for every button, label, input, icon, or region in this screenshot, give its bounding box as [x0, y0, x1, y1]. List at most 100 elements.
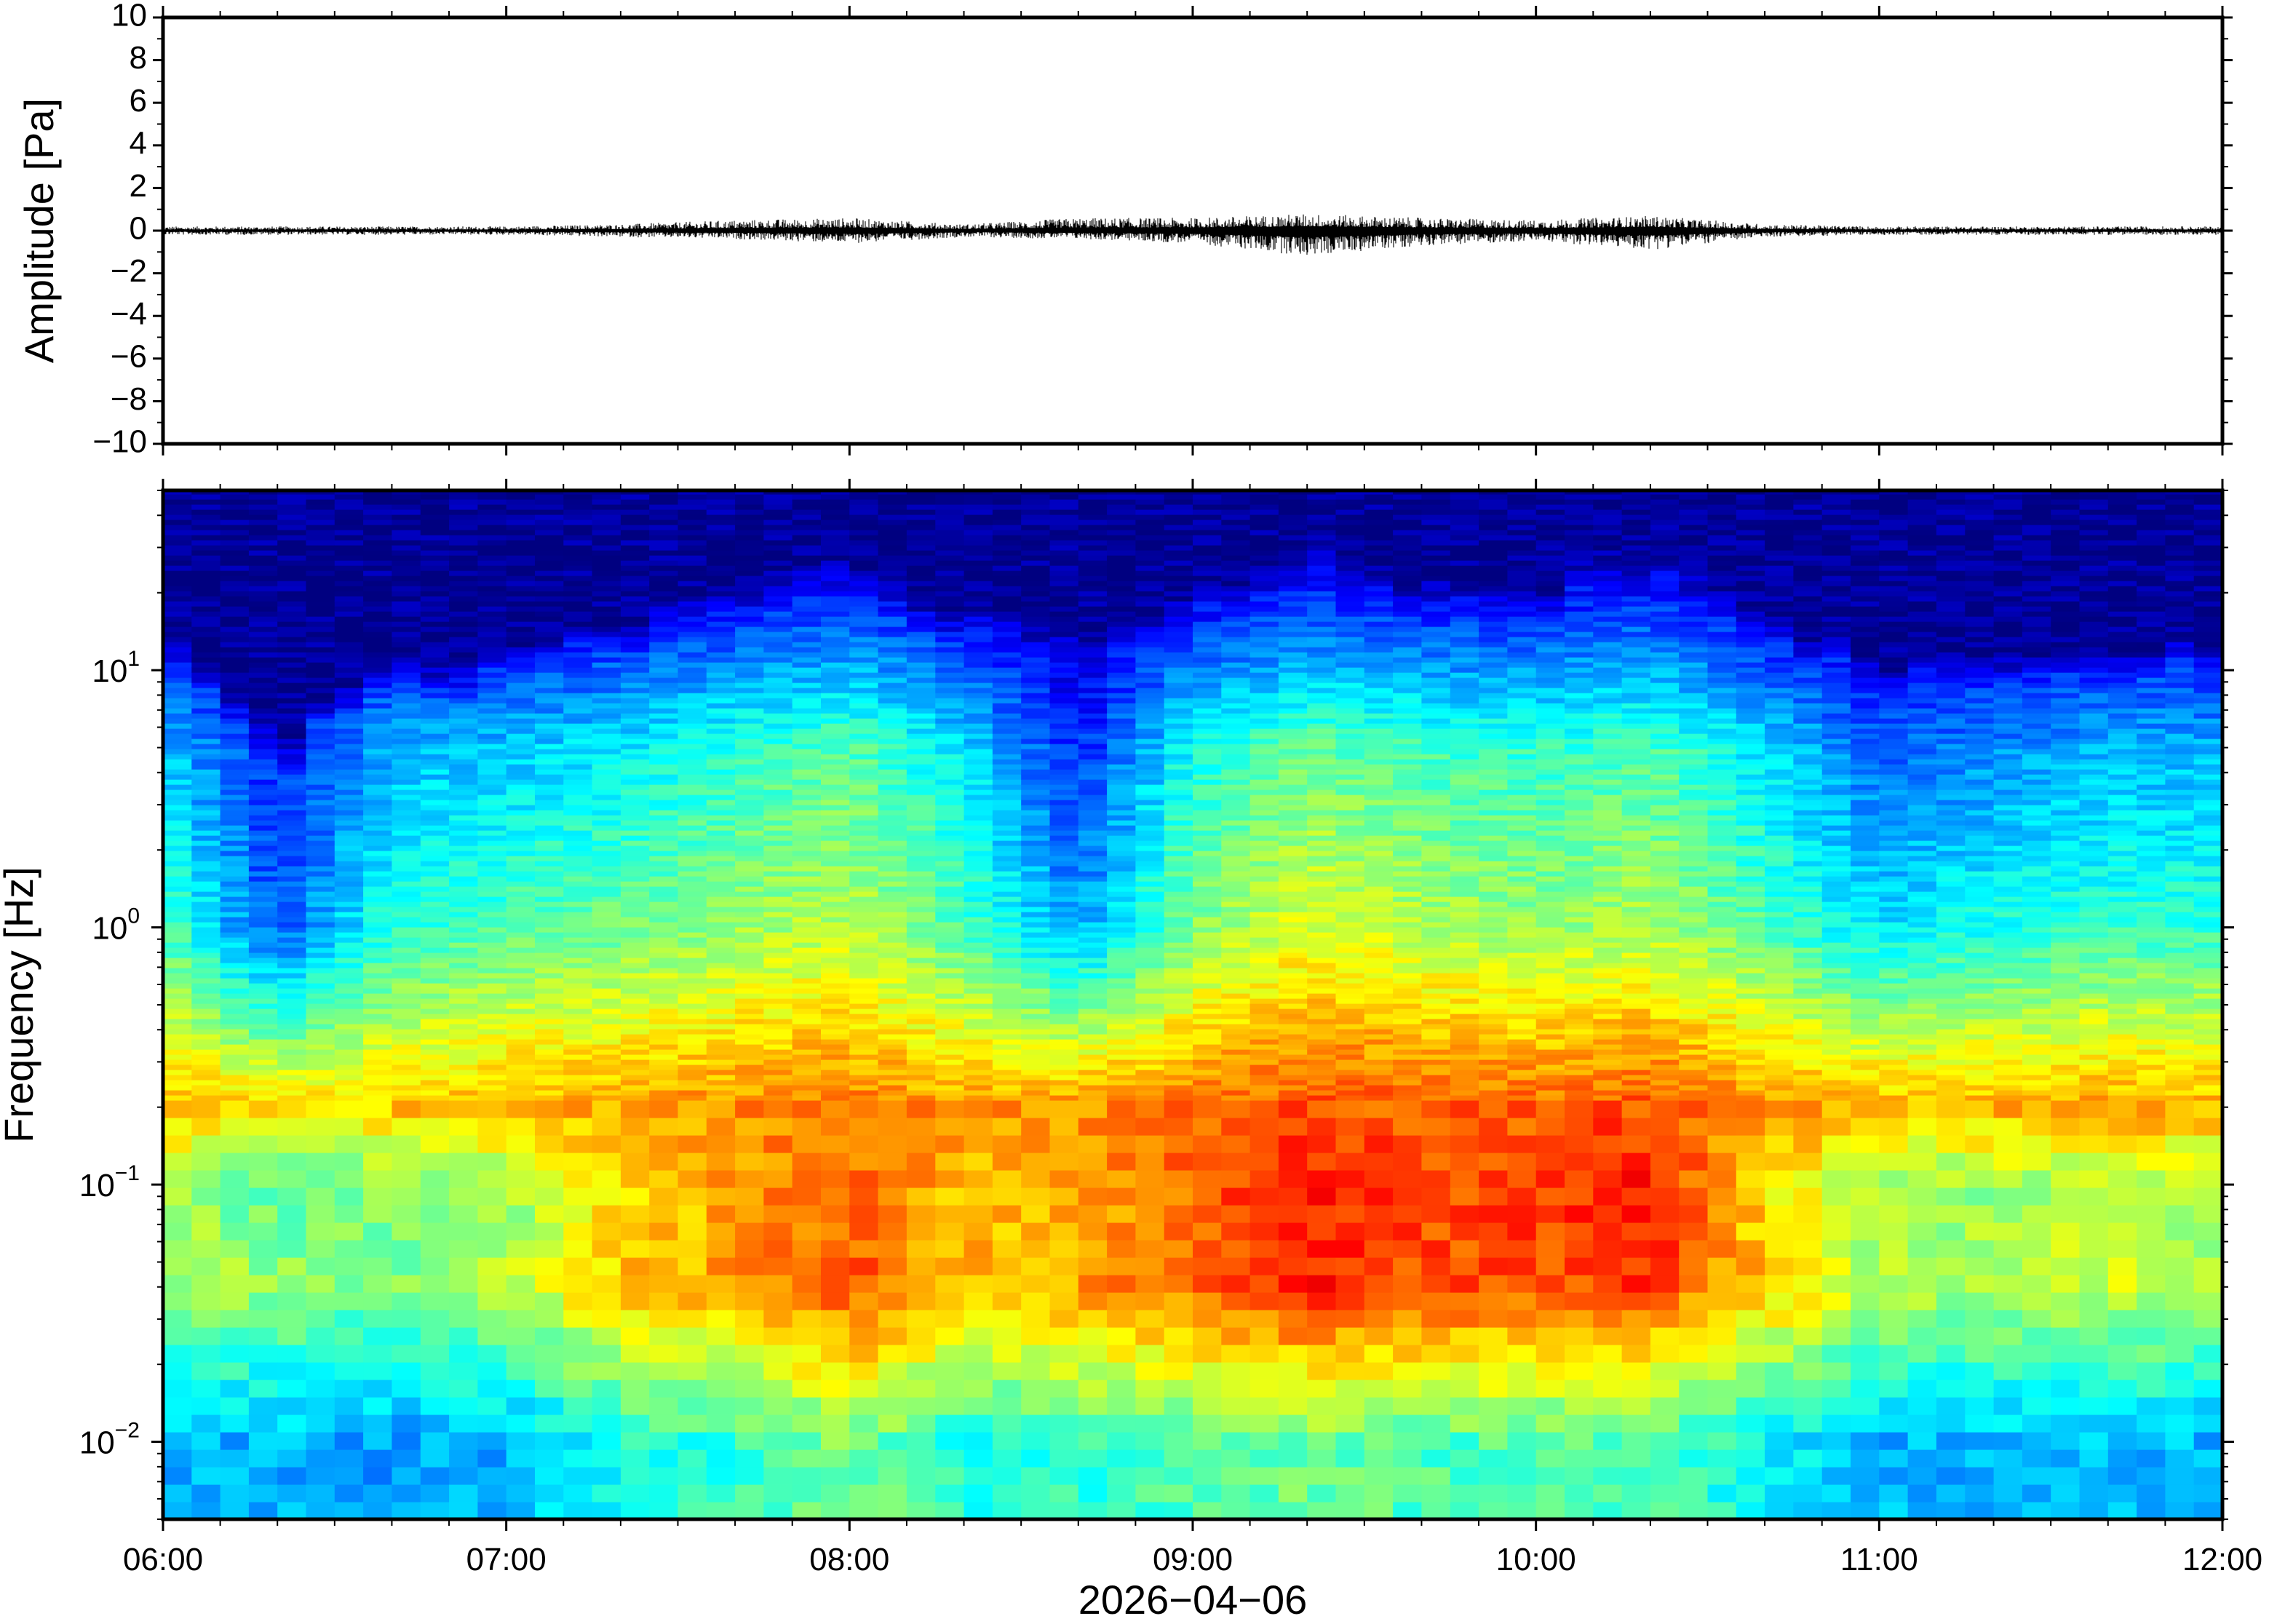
spectrogram-cell: [334, 1362, 364, 1380]
spectrogram-cell: [906, 565, 936, 571]
spectrogram-cell: [306, 1397, 335, 1415]
spectrogram-cell: [735, 1044, 765, 1050]
spectrogram-cell: [248, 688, 278, 693]
spectrogram-cell: [191, 1064, 221, 1070]
spectrogram-cell: [906, 1039, 936, 1045]
spectrogram-cell: [992, 1034, 1022, 1040]
spectrogram-cell: [706, 1257, 736, 1275]
spectrogram-cell: [706, 1170, 736, 1188]
spectrogram-cell: [334, 1095, 364, 1101]
spectrogram-cell: [992, 1327, 1022, 1345]
spectrogram-cell: [1107, 815, 1137, 821]
spectrogram-cell: [735, 927, 765, 933]
spectrogram-cell: [592, 499, 621, 505]
spectrogram-cell: [1078, 657, 1108, 663]
spectrogram-cell: [191, 830, 221, 836]
spectrogram-cell: [1021, 637, 1051, 642]
spectrogram-cell: [735, 769, 765, 775]
spectrogram-cell: [163, 749, 193, 755]
spectrogram-cell: [706, 1414, 736, 1433]
spectrogram-cell: [248, 1029, 278, 1035]
spectrogram-cell: [620, 520, 650, 525]
spectrogram-cell: [277, 1085, 307, 1091]
spectrogram-cell: [506, 820, 536, 826]
spectrogram-cell: [906, 1449, 936, 1468]
spectrogram-cell: [906, 647, 936, 653]
spectrogram-cell: [420, 820, 450, 826]
spectrogram-cell: [248, 958, 278, 963]
spectrogram-cell: [477, 606, 507, 612]
spectrogram-cell: [992, 815, 1022, 821]
spectrogram-cell: [620, 1075, 650, 1080]
spectrogram-cell: [906, 682, 936, 688]
spectrogram-cell: [649, 723, 679, 729]
spectrogram-cell: [878, 1008, 907, 1014]
spectrogram-cell: [763, 672, 793, 678]
spectrogram-cell: [1021, 591, 1051, 597]
spectrogram-cell: [248, 1070, 278, 1075]
spectrogram-cell: [220, 856, 250, 861]
spectrogram-cell: [191, 596, 221, 602]
spectrogram-cell: [277, 1222, 307, 1241]
spectrogram-cell: [477, 490, 507, 495]
spectrogram-cell: [878, 815, 907, 821]
spectrogram-cell: [821, 759, 851, 765]
spectrogram-cell: [449, 932, 479, 938]
spectrogram-cell: [878, 718, 907, 724]
spectrogram-cell: [906, 672, 936, 678]
spectrogram-cell: [191, 1187, 221, 1206]
spectrogram-cell: [906, 820, 936, 826]
spectrogram-cell: [592, 682, 621, 688]
spectrogram-cell: [821, 907, 851, 912]
spectrogram-cell: [420, 688, 450, 693]
spectrogram-cell: [763, 733, 793, 739]
spectrogram-cell: [677, 626, 707, 632]
spectrogram-cell: [506, 688, 536, 693]
spectrogram-cell: [163, 1034, 193, 1040]
spectrogram-cell: [392, 1362, 421, 1380]
spectrogram-cell: [163, 509, 193, 515]
spectrogram-cell: [763, 1014, 793, 1019]
spectrogram-cell: [449, 576, 479, 581]
spectrogram-cell: [563, 754, 593, 760]
spectrogram-cell: [935, 1222, 965, 1241]
spectrogram-cell: [363, 1080, 393, 1086]
spectrogram-cell: [592, 912, 621, 918]
spectrogram-cell: [592, 932, 621, 938]
spectrogram-cell: [248, 647, 278, 653]
spectrogram-cell: [191, 901, 221, 907]
spectrogram-cell: [792, 876, 822, 882]
spectrogram-cell: [735, 805, 765, 811]
spectrogram-cell: [992, 494, 1022, 500]
spectrogram-cell: [248, 713, 278, 719]
spectrogram-cell: [191, 1240, 221, 1258]
spectrogram-cell: [1049, 1240, 1079, 1258]
spectrogram-cell: [1021, 1039, 1051, 1045]
spectrogram-cell: [163, 958, 193, 963]
spectrogram-cell: [906, 968, 936, 974]
spectrogram-cell: [735, 754, 765, 760]
spectrogram-cell: [649, 1187, 679, 1206]
spectrogram-cell: [792, 784, 822, 790]
spectrogram-cell: [506, 494, 536, 500]
spectrogram-cell: [277, 856, 307, 861]
spectrogram-cell: [363, 1014, 393, 1019]
spectrogram-cell: [277, 718, 307, 724]
spectrogram-cell: [306, 693, 335, 698]
spectrogram-cell: [449, 1034, 479, 1040]
spectrogram-cell: [878, 983, 907, 989]
spectrogram-cell: [849, 759, 879, 765]
spectrogram-cell: [821, 861, 851, 867]
spectrogram-cell: [1107, 876, 1137, 882]
spectrogram-cell: [363, 565, 393, 571]
spectrogram-cell: [677, 677, 707, 683]
spectrogram-cell: [878, 1222, 907, 1241]
spectrogram-cell: [792, 927, 822, 933]
spectrogram-cell: [649, 825, 679, 831]
spectrogram-cell: [620, 1467, 650, 1485]
spectrogram-cell: [535, 856, 565, 861]
spectrogram-cell: [420, 647, 450, 653]
spectrogram-cell: [592, 570, 621, 576]
spectrogram-cell: [1021, 565, 1051, 571]
spectrogram-cell: [334, 713, 364, 719]
